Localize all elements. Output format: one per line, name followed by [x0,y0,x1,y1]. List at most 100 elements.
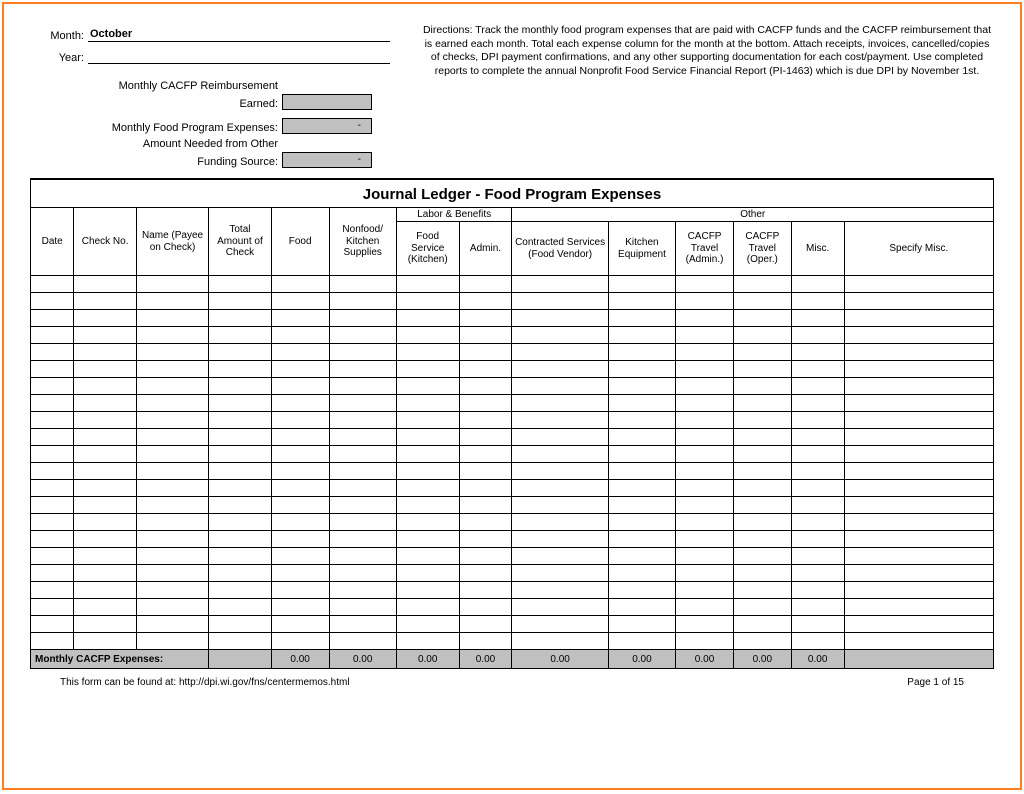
table-cell[interactable] [271,327,329,344]
table-cell[interactable] [31,616,74,633]
table-cell[interactable] [676,276,734,293]
table-cell[interactable] [676,599,734,616]
table-cell[interactable] [74,616,137,633]
table-cell[interactable] [271,395,329,412]
table-cell[interactable] [31,429,74,446]
table-cell[interactable] [844,446,993,463]
table-cell[interactable] [74,429,137,446]
table-cell[interactable] [733,616,791,633]
table-cell[interactable] [791,548,844,565]
table-cell[interactable] [733,293,791,310]
year-input[interactable] [88,50,390,64]
table-cell[interactable] [31,412,74,429]
table-cell[interactable] [791,293,844,310]
table-cell[interactable] [329,310,396,327]
table-cell[interactable] [396,480,459,497]
table-cell[interactable] [329,463,396,480]
table-cell[interactable] [459,429,512,446]
table-cell[interactable] [676,514,734,531]
table-cell[interactable] [136,565,208,582]
table-cell[interactable] [459,276,512,293]
table-cell[interactable] [329,599,396,616]
table-cell[interactable] [733,531,791,548]
table-cell[interactable] [733,412,791,429]
table-cell[interactable] [512,565,608,582]
table-cell[interactable] [329,412,396,429]
table-cell[interactable] [209,293,272,310]
table-cell[interactable] [512,412,608,429]
table-cell[interactable] [608,531,675,548]
table-cell[interactable] [209,514,272,531]
table-cell[interactable] [733,361,791,378]
table-cell[interactable] [271,633,329,650]
table-cell[interactable] [608,616,675,633]
table-cell[interactable] [844,480,993,497]
expenses-value[interactable]: - [282,118,372,134]
table-cell[interactable] [791,565,844,582]
table-cell[interactable] [608,395,675,412]
table-cell[interactable] [329,395,396,412]
table-cell[interactable] [209,633,272,650]
table-cell[interactable] [329,633,396,650]
table-cell[interactable] [608,378,675,395]
table-cell[interactable] [512,395,608,412]
table-cell[interactable] [608,361,675,378]
table-cell[interactable] [396,344,459,361]
table-cell[interactable] [512,633,608,650]
table-cell[interactable] [329,497,396,514]
table-cell[interactable] [733,446,791,463]
table-cell[interactable] [271,344,329,361]
table-cell[interactable] [459,446,512,463]
table-cell[interactable] [733,548,791,565]
table-cell[interactable] [396,429,459,446]
table-cell[interactable] [74,276,137,293]
table-cell[interactable] [459,565,512,582]
table-cell[interactable] [209,599,272,616]
table-cell[interactable] [329,361,396,378]
table-cell[interactable] [844,565,993,582]
table-cell[interactable] [844,276,993,293]
table-cell[interactable] [136,310,208,327]
table-cell[interactable] [608,497,675,514]
table-cell[interactable] [74,497,137,514]
table-cell[interactable] [136,497,208,514]
table-cell[interactable] [74,310,137,327]
table-cell[interactable] [733,514,791,531]
table-cell[interactable] [74,480,137,497]
table-cell[interactable] [271,378,329,395]
table-cell[interactable] [74,531,137,548]
table-cell[interactable] [512,497,608,514]
table-cell[interactable] [396,599,459,616]
table-cell[interactable] [844,310,993,327]
table-cell[interactable] [74,514,137,531]
table-cell[interactable] [676,327,734,344]
table-cell[interactable] [844,327,993,344]
table-cell[interactable] [31,378,74,395]
table-cell[interactable] [844,463,993,480]
table-cell[interactable] [512,276,608,293]
table-cell[interactable] [31,531,74,548]
table-cell[interactable] [676,378,734,395]
table-cell[interactable] [459,514,512,531]
table-cell[interactable] [608,548,675,565]
table-cell[interactable] [676,429,734,446]
table-cell[interactable] [459,378,512,395]
table-cell[interactable] [512,480,608,497]
table-cell[interactable] [676,395,734,412]
table-cell[interactable] [329,327,396,344]
table-cell[interactable] [271,293,329,310]
table-cell[interactable] [271,412,329,429]
table-cell[interactable] [31,327,74,344]
table-cell[interactable] [459,395,512,412]
table-cell[interactable] [608,344,675,361]
table-cell[interactable] [791,310,844,327]
table-cell[interactable] [209,548,272,565]
table-cell[interactable] [459,327,512,344]
table-cell[interactable] [136,446,208,463]
table-cell[interactable] [396,633,459,650]
table-cell[interactable] [329,531,396,548]
table-cell[interactable] [676,480,734,497]
table-cell[interactable] [396,514,459,531]
table-cell[interactable] [844,616,993,633]
table-cell[interactable] [512,327,608,344]
